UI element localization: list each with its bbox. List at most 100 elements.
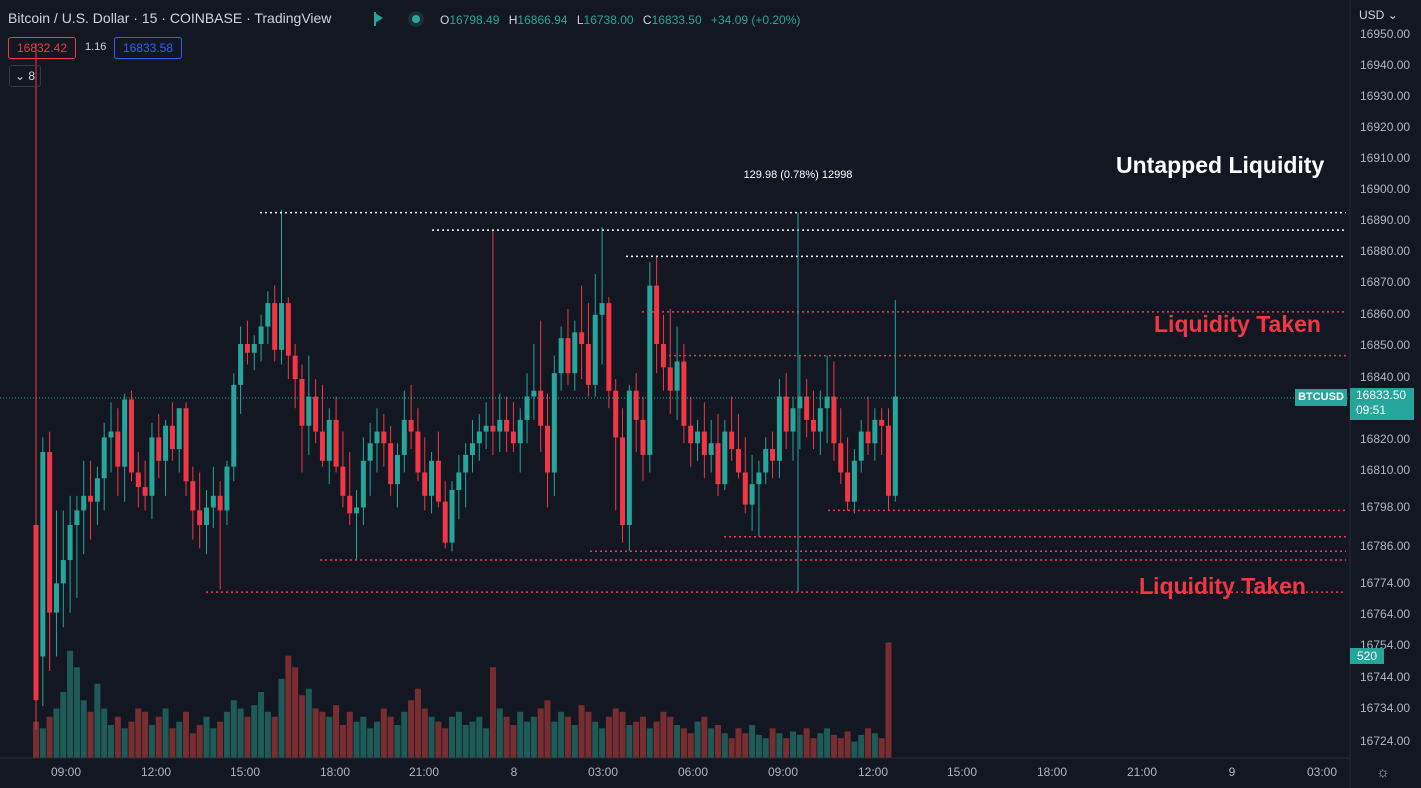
candle-body (845, 472, 851, 502)
volume-bar (442, 728, 449, 758)
volume-bar (67, 650, 74, 758)
volume-bar (298, 695, 305, 758)
volume-bar (121, 728, 128, 758)
candle-body (456, 472, 462, 490)
volume-bar (858, 734, 865, 758)
volume-bar (721, 733, 728, 758)
candle-body (701, 431, 707, 455)
candle-body (592, 314, 598, 385)
last-price-value: 16833.50 (1356, 388, 1407, 402)
volume-bar (762, 738, 769, 758)
bar-countdown: 09:51 (1356, 403, 1387, 417)
candle-body (265, 303, 271, 327)
sell-button[interactable]: 16832.42 (8, 37, 76, 59)
candle-body (558, 338, 564, 374)
volume-bar (469, 721, 476, 758)
change-value: +34.09 (+0.20%) (711, 13, 801, 27)
time-tick-label: 15:00 (946, 765, 978, 779)
time-tick-label: 09:00 (767, 765, 799, 779)
candle-body (517, 419, 523, 444)
candle-body (735, 449, 741, 473)
candle-body (708, 443, 714, 455)
chevron-down-icon: ⌄ (1387, 8, 1398, 22)
candle-body (388, 443, 394, 485)
candle-body (886, 425, 891, 496)
price-tick-label: 16880.00 (1360, 244, 1411, 258)
candle-body (210, 495, 216, 508)
volume-bar (264, 711, 271, 758)
candle-body (551, 373, 557, 473)
candle-body (40, 452, 46, 657)
price-tick-label: 16930.00 (1360, 89, 1411, 103)
volume-bar (46, 716, 53, 758)
volume-bar (108, 725, 115, 758)
candle-body (851, 460, 857, 502)
candle-body (688, 425, 694, 444)
candle-body (483, 425, 489, 432)
volume-bar (517, 711, 524, 758)
volume-bar (312, 708, 319, 758)
candle-body (299, 379, 305, 426)
currency-selector[interactable]: USD ⌄ (1359, 8, 1398, 22)
volume-bar (510, 725, 517, 758)
price-tick-label: 16820.00 (1360, 432, 1411, 446)
symbol-tag: BTCUSD (1295, 389, 1347, 406)
volume-bar (530, 716, 537, 758)
volume-bar (558, 711, 565, 758)
time-tick-label: 9 (1228, 765, 1236, 779)
time-tick-label: 12:00 (857, 765, 889, 779)
candle-body (81, 495, 87, 511)
volume-bar (39, 728, 46, 758)
time-tick-label: 03:00 (587, 765, 619, 779)
candle-body (504, 419, 510, 432)
chevron-down-icon: ⌄ (14, 69, 26, 83)
volume-bar (353, 721, 360, 758)
candle-body (674, 361, 680, 391)
gear-icon[interactable]: ☼ (1376, 764, 1390, 781)
chart-title[interactable]: Bitcoin / U.S. Dollar · 15 · COINBASE · … (8, 10, 332, 26)
volume-bar (449, 716, 456, 758)
volume-bar (851, 741, 858, 758)
time-tick-label: 09:00 (50, 765, 82, 779)
price-tick-label: 16850.00 (1360, 338, 1411, 352)
candle-body (88, 495, 94, 502)
volume-bar (169, 728, 176, 758)
candle-body (381, 431, 387, 444)
candle-body (695, 431, 701, 444)
volume-bar (476, 716, 483, 758)
volume-bar (524, 721, 531, 758)
candle-body (572, 332, 578, 374)
volume-bar (503, 716, 510, 758)
volume-bar (871, 733, 878, 758)
indicators-toggle[interactable]: ⌄ 8 (9, 65, 41, 87)
low-value: 16738.00 (583, 13, 634, 27)
volume-bar (135, 708, 142, 758)
volume-bar (585, 711, 592, 758)
flag-icon[interactable] (375, 13, 383, 23)
candle-body (306, 396, 312, 426)
volume-bar (87, 711, 94, 758)
candle-body (524, 396, 530, 420)
volume-bar (53, 708, 60, 758)
candle-body (872, 419, 878, 444)
volume-bar (803, 728, 810, 758)
candle-body (545, 425, 550, 473)
candle-body (756, 472, 762, 485)
volume-bar (742, 733, 749, 758)
volume-bar (408, 700, 415, 758)
candle-body (858, 431, 864, 461)
candle-body (463, 454, 469, 473)
candle-body (408, 419, 414, 432)
volume-bar (374, 721, 380, 758)
candle-body (279, 303, 285, 350)
candle-body (654, 285, 660, 344)
volume-bar (292, 667, 299, 758)
volume-bar (196, 725, 203, 758)
buy-button[interactable]: 16833.58 (114, 37, 182, 59)
candle-body (613, 390, 619, 438)
open-value: 16798.49 (449, 13, 500, 27)
volume-bar (176, 721, 183, 758)
volume-bar (251, 705, 258, 758)
high-value: 16866.94 (517, 13, 568, 27)
